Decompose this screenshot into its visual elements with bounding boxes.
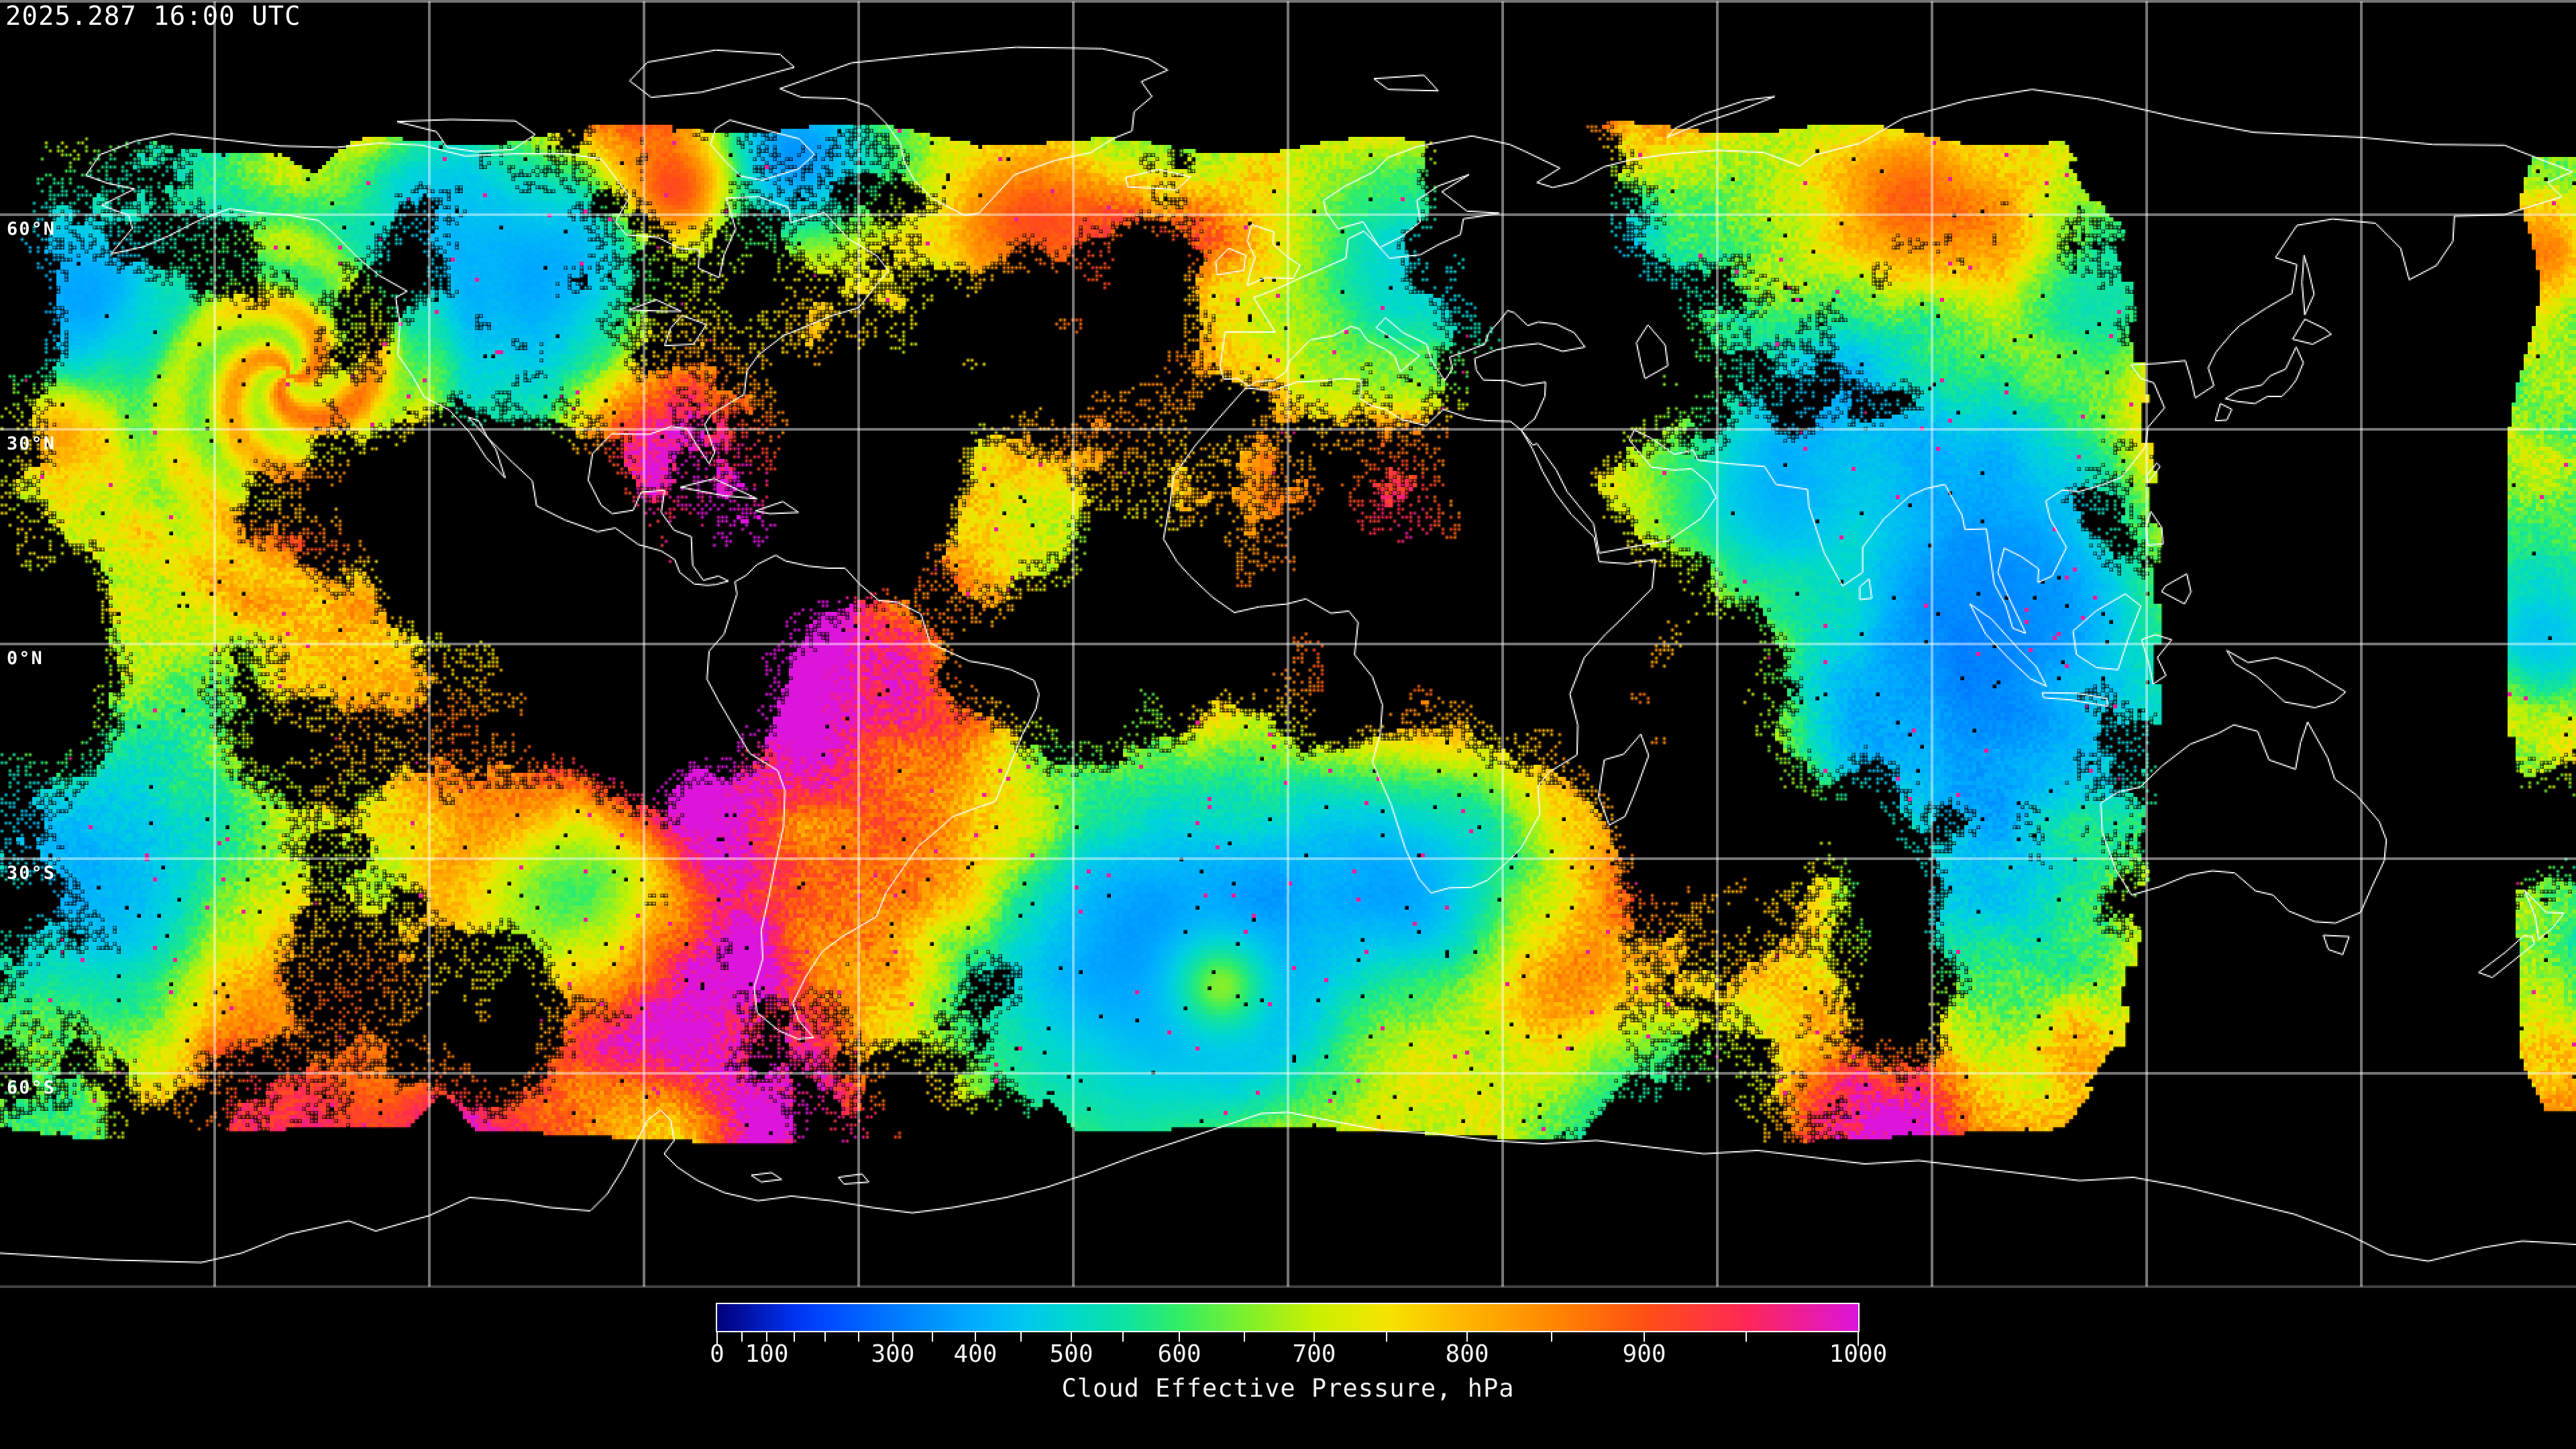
colorbar-title: Cloud Effective Pressure, hPa [1061, 1374, 1515, 1403]
colorbar-tick-label: 400 [953, 1340, 998, 1368]
colorbar-tick [1179, 1332, 1181, 1342]
colorbar-tick [1550, 1332, 1552, 1342]
colorbar-tick [1020, 1332, 1022, 1342]
colorbar-tick [1122, 1332, 1124, 1342]
colorbar-tick [1644, 1332, 1646, 1342]
colorbar-tick [1070, 1332, 1072, 1342]
colorbar-tick [1745, 1332, 1747, 1342]
colorbar-tick [716, 1332, 718, 1346]
colorbar-tick [857, 1332, 859, 1342]
colorbar-tick [1466, 1332, 1468, 1342]
colorbar-gradient [716, 1303, 1860, 1332]
latitude-label: 60°S [7, 1077, 56, 1098]
latitude-label: 0°N [7, 648, 44, 669]
colorbar-tick-label: 0 [710, 1340, 724, 1368]
latitude-label: 30°N [7, 433, 56, 454]
colorbar-tick-label: 300 [871, 1340, 915, 1368]
colorbar-tick-label: 600 [1157, 1340, 1201, 1368]
colorbar-tick [892, 1332, 894, 1342]
timestamp: 2025.287 16:00 UTC [5, 1, 301, 32]
colorbar-tick-label: 700 [1292, 1340, 1336, 1368]
colorbar-tick [931, 1332, 933, 1342]
latitude-label: 30°S [7, 863, 56, 883]
colorbar-tick-label: 900 [1622, 1340, 1666, 1368]
colorbar-tick [1244, 1332, 1246, 1342]
colorbar-tick-label: 1000 [1829, 1340, 1888, 1368]
colorbar-tick [1858, 1332, 1859, 1346]
colorbar-tick-label: 100 [745, 1340, 789, 1368]
world-cloud-pressure-map [0, 0, 2576, 1288]
colorbar-tick [765, 1332, 767, 1342]
latitude-label: 60°N [7, 219, 56, 239]
colorbar-tick [1385, 1332, 1387, 1342]
colorbar-tick [824, 1332, 826, 1342]
colorbar-tick [793, 1332, 795, 1342]
colorbar-tick-label: 500 [1049, 1340, 1093, 1368]
colorbar-tick [1313, 1332, 1315, 1342]
colorbar-tick [741, 1332, 743, 1342]
colorbar-tick-label: 800 [1445, 1340, 1489, 1368]
colorbar-tick [974, 1332, 976, 1342]
